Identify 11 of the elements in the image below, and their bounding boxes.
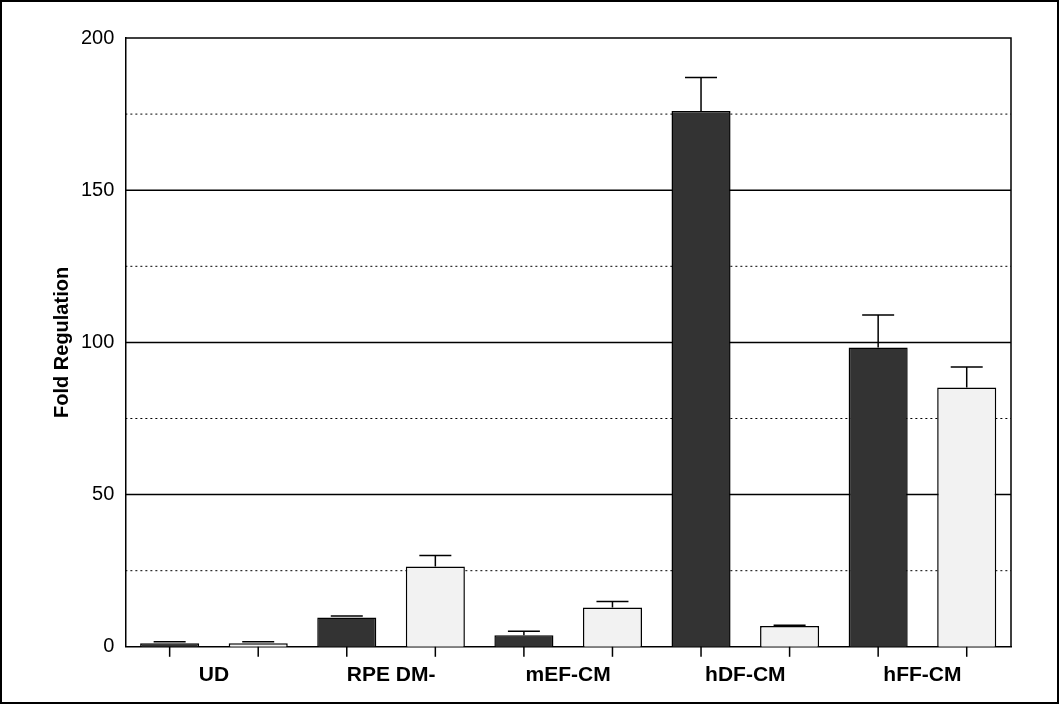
y-tick-label: 100: [80, 329, 115, 352]
y-tick-label: 200: [80, 25, 115, 48]
y-tick-label: 50: [92, 482, 115, 505]
y-axis-title: Fold Regulation: [49, 266, 72, 418]
y-tick-label: 0: [103, 634, 115, 657]
x-tick-label: mEF-CM: [525, 662, 611, 686]
x-tick-label: hDF-CM: [705, 662, 786, 686]
y-tick-label: 150: [80, 177, 115, 200]
x-tick-label: hFF-CM: [883, 662, 962, 686]
x-tick-label: UD: [198, 662, 230, 686]
x-tick-label: RPE DM-: [346, 662, 436, 686]
